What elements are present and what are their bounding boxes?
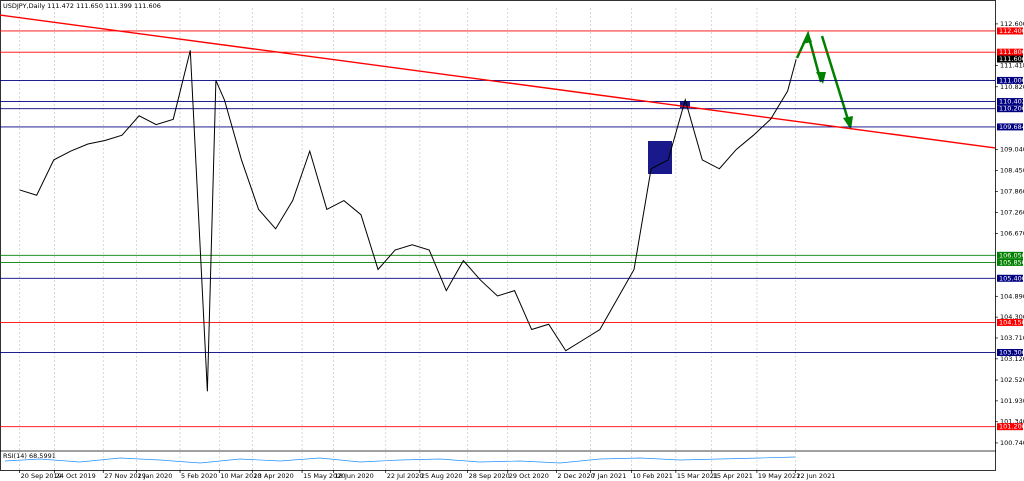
x-tick-label: 2 Jan 2020 [138,472,173,480]
y-tick-label: 102.520 [1000,376,1024,384]
arrow-head [802,32,812,44]
price-line [19,50,797,392]
x-tick-label: 29 Oct 2020 [509,472,549,480]
level-tag [997,105,1023,113]
arrow-head [816,72,826,84]
x-tick-label: 25 Aug 2020 [421,472,463,480]
x-tick-label: 2 Dec 2020 [557,472,594,480]
level-tag [997,48,1023,56]
y-tick-label: 108.450 [1000,167,1024,175]
x-tick-label: 24 Oct 2019 [56,472,96,480]
level-label: 112.400 [999,27,1024,35]
y-tick-label: 100.740 [1000,439,1024,447]
y-tick-label: 110.820 [1000,83,1024,91]
x-tick-label: 5 Feb 2020 [181,472,217,480]
level-tag [997,123,1023,131]
y-tick-label: 111.418 [1000,62,1024,70]
level-tag [997,251,1023,259]
y-tick-label: 107.260 [1000,209,1024,217]
y-tick-label: 101.930 [1000,397,1024,405]
trendline [0,14,996,149]
level-label: 110.402 [999,98,1024,106]
x-tick-label: 15 Apr 2021 [713,472,753,480]
indicator-label: RSI(14) 68.5991 [3,452,56,460]
level-tag [997,274,1023,282]
x-tick-label: 10 Mar 2020 [220,472,261,480]
x-tick-label: 13 Apr 2020 [254,472,294,480]
y-tick-label: 107.860 [1000,187,1024,195]
level-label: 111.000 [999,76,1024,84]
y-tick-label: 112.600 [1000,20,1024,28]
y-tick-label: 106.670 [1000,229,1024,237]
zone-box [680,101,690,108]
x-tick-label: 22 Jun 2021 [796,472,835,480]
rsi-line [4,456,796,464]
level-label: 101.200 [999,423,1024,431]
x-tick-label: 15 Mar 2021 [677,472,718,480]
x-tick-label: 27 Nov 2019 [104,472,146,480]
x-tick-label: 7 Jan 2021 [592,472,627,480]
level-tag [997,423,1023,431]
level-label: 106.050 [999,251,1024,259]
level-label: 109.684 [999,123,1024,131]
x-tick-label: 10 Feb 2021 [632,472,672,480]
level-tag [997,318,1023,326]
level-label: 105.850 [999,258,1024,266]
plot-frame [0,0,996,471]
x-tick-label: 20 Sep 2019 [21,472,62,480]
y-tick-label: 104.300 [1000,313,1024,321]
price-tag [997,55,1023,63]
y-tick-label: 104.890 [1000,292,1024,300]
level-label: 111.800 [999,48,1024,56]
y-tick-label: 103.120 [1000,355,1024,363]
level-tag [997,258,1023,266]
price-label: 111.606 [999,55,1024,63]
y-tick-label: 109.040 [1000,146,1024,154]
level-label: 104.150 [999,318,1024,326]
level-tag [997,27,1023,35]
x-tick-label: 28 Sep 2020 [469,472,510,480]
level-label: 105.400 [999,274,1024,282]
level-tag [997,98,1023,106]
level-tag [997,348,1023,356]
level-label: 110.200 [999,105,1024,113]
x-tick-label: 22 Jul 2020 [387,472,424,480]
chart-title: USDJPY,Daily 111.472 111.650 111.399 111… [3,2,161,10]
x-tick-label: 19 May 2021 [758,472,800,480]
x-tick-label: 18 Jun 2020 [335,472,374,480]
level-label: 103.300 [999,348,1024,356]
y-tick-label: 101.340 [1000,418,1024,426]
y-tick-label: 103.710 [1000,334,1024,342]
level-tag [997,76,1023,84]
x-tick-label: 15 May 2020 [303,472,345,480]
